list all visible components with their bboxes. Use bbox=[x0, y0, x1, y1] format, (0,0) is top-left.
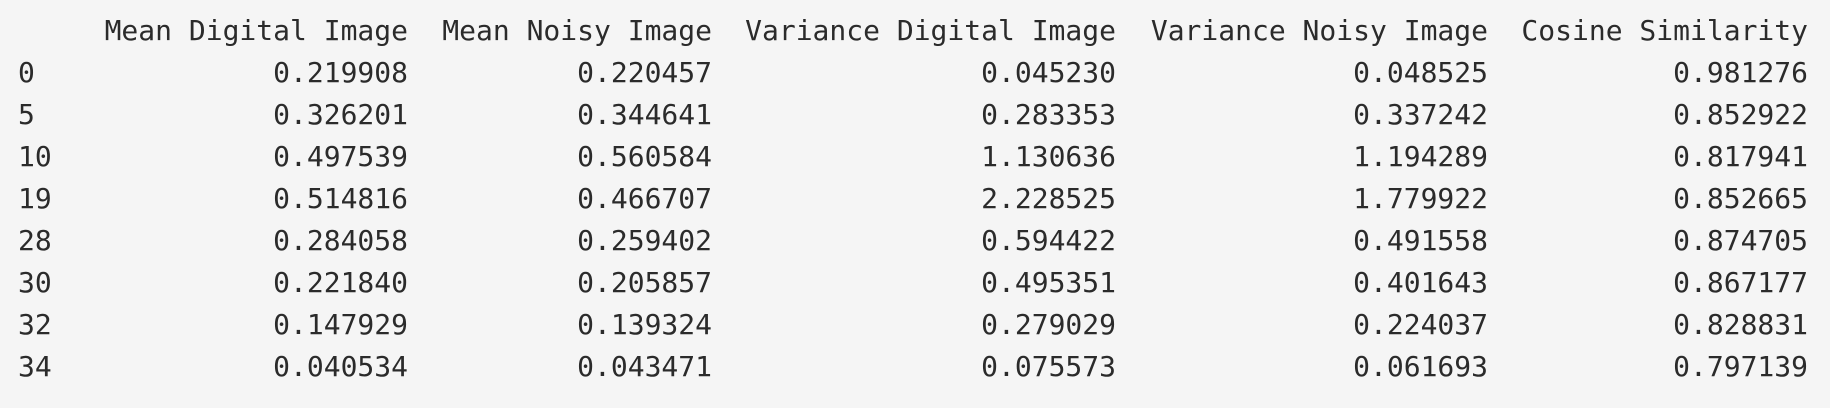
cell-cosine-similarity: 0.828831 bbox=[1673, 308, 1808, 341]
row-index: 34 bbox=[18, 350, 52, 383]
header-row: Mean Digital Image Mean Noisy Image Vari… bbox=[18, 10, 1808, 52]
cell-mean-digital-image: 0.326201 bbox=[273, 98, 408, 131]
cell-mean-digital-image: 0.221840 bbox=[273, 266, 408, 299]
table-row: 0 0.219908 0.220457 0.045230 0.048525 0.… bbox=[18, 52, 1808, 94]
cell-mean-noisy-image: 0.139324 bbox=[577, 308, 712, 341]
cell-variance-digital-image: 0.283353 bbox=[981, 98, 1116, 131]
cell-variance-noisy-image: 0.337242 bbox=[1353, 98, 1488, 131]
cell-variance-noisy-image: 0.224037 bbox=[1353, 308, 1488, 341]
cell-cosine-similarity: 0.852665 bbox=[1673, 182, 1808, 215]
cell-variance-digital-image: 0.495351 bbox=[981, 266, 1116, 299]
cell-variance-digital-image: 0.594422 bbox=[981, 224, 1116, 257]
cell-cosine-similarity: 0.874705 bbox=[1673, 224, 1808, 257]
cell-mean-noisy-image: 0.560584 bbox=[577, 140, 712, 173]
table-row: 10 0.497539 0.560584 1.130636 1.194289 0… bbox=[18, 136, 1808, 178]
cell-mean-digital-image: 0.284058 bbox=[273, 224, 408, 257]
cell-variance-noisy-image: 1.779922 bbox=[1353, 182, 1488, 215]
cell-mean-noisy-image: 0.220457 bbox=[577, 56, 712, 89]
column-header-mean-digital-image: Mean Digital Image bbox=[104, 14, 408, 47]
table-row: 34 0.040534 0.043471 0.075573 0.061693 0… bbox=[18, 346, 1808, 388]
row-index: 30 bbox=[18, 266, 52, 299]
cell-variance-digital-image: 2.228525 bbox=[981, 182, 1116, 215]
cell-variance-digital-image: 0.075573 bbox=[981, 350, 1116, 383]
row-index: 0 bbox=[18, 56, 35, 89]
cell-variance-digital-image: 0.045230 bbox=[981, 56, 1116, 89]
column-header-variance-noisy-image: Variance Noisy Image bbox=[1150, 14, 1488, 47]
table-row: 32 0.147929 0.139324 0.279029 0.224037 0… bbox=[18, 304, 1808, 346]
table-row: 28 0.284058 0.259402 0.594422 0.491558 0… bbox=[18, 220, 1808, 262]
cell-cosine-similarity: 0.981276 bbox=[1673, 56, 1808, 89]
cell-variance-noisy-image: 0.401643 bbox=[1353, 266, 1488, 299]
row-index: 10 bbox=[18, 140, 52, 173]
cell-variance-noisy-image: 1.194289 bbox=[1353, 140, 1488, 173]
cell-variance-digital-image: 1.130636 bbox=[981, 140, 1116, 173]
cell-mean-noisy-image: 0.344641 bbox=[577, 98, 712, 131]
cell-variance-noisy-image: 0.061693 bbox=[1353, 350, 1488, 383]
dataframe-table: Mean Digital Image Mean Noisy Image Vari… bbox=[18, 10, 1808, 388]
row-index: 5 bbox=[18, 98, 35, 131]
row-index: 32 bbox=[18, 308, 52, 341]
cell-mean-digital-image: 0.040534 bbox=[273, 350, 408, 383]
cell-variance-noisy-image: 0.048525 bbox=[1353, 56, 1488, 89]
cell-mean-digital-image: 0.147929 bbox=[273, 308, 408, 341]
cell-mean-digital-image: 0.497539 bbox=[273, 140, 408, 173]
column-header-mean-noisy-image: Mean Noisy Image bbox=[442, 14, 712, 47]
cell-mean-noisy-image: 0.466707 bbox=[577, 182, 712, 215]
cell-variance-noisy-image: 0.491558 bbox=[1353, 224, 1488, 257]
cell-mean-digital-image: 0.514816 bbox=[273, 182, 408, 215]
cell-cosine-similarity: 0.797139 bbox=[1673, 350, 1808, 383]
table-row: 5 0.326201 0.344641 0.283353 0.337242 0.… bbox=[18, 94, 1808, 136]
index-header bbox=[18, 10, 84, 52]
cell-mean-noisy-image: 0.205857 bbox=[577, 266, 712, 299]
column-header-variance-digital-image: Variance Digital Image bbox=[745, 14, 1116, 47]
row-index: 28 bbox=[18, 224, 52, 257]
cell-variance-digital-image: 0.279029 bbox=[981, 308, 1116, 341]
cell-cosine-similarity: 0.817941 bbox=[1673, 140, 1808, 173]
cell-mean-noisy-image: 0.259402 bbox=[577, 224, 712, 257]
table-row: 19 0.514816 0.466707 2.228525 1.779922 0… bbox=[18, 178, 1808, 220]
cell-mean-digital-image: 0.219908 bbox=[273, 56, 408, 89]
column-header-cosine-similarity: Cosine Similarity bbox=[1521, 14, 1808, 47]
cell-cosine-similarity: 0.867177 bbox=[1673, 266, 1808, 299]
cell-mean-noisy-image: 0.043471 bbox=[577, 350, 712, 383]
cell-cosine-similarity: 0.852922 bbox=[1673, 98, 1808, 131]
row-index: 19 bbox=[18, 182, 52, 215]
table-row: 30 0.221840 0.205857 0.495351 0.401643 0… bbox=[18, 262, 1808, 304]
